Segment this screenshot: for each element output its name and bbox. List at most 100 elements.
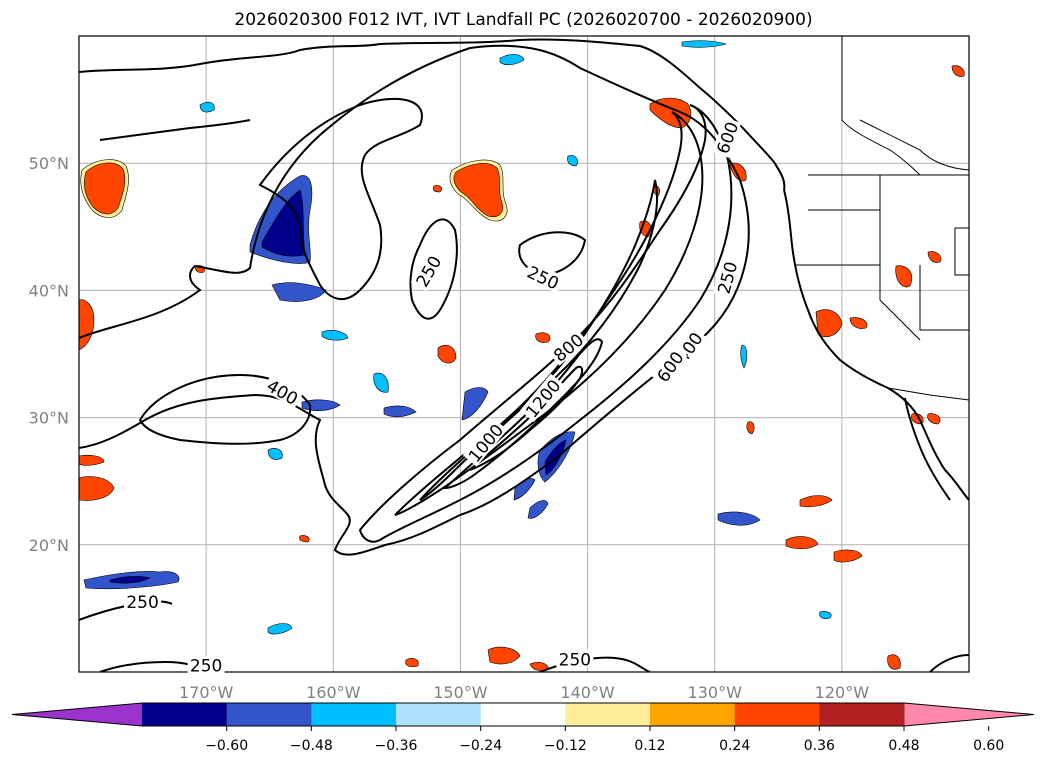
contour-label-bg <box>410 250 445 292</box>
colorbar-tick-label: −0.48 <box>290 738 333 754</box>
pos-blob-coast-bc <box>649 97 692 129</box>
lon-tick-label: 170°W <box>179 683 234 702</box>
borders <box>796 36 969 401</box>
neg-blob-d <box>267 448 283 460</box>
contour-1200 <box>469 365 584 471</box>
neg-blob-b <box>321 330 349 341</box>
canada-provinces <box>859 119 969 171</box>
pos-blob-mid1 <box>437 345 457 364</box>
alaska-border <box>841 36 921 176</box>
neg-blob-f <box>267 623 293 635</box>
contour-label-bg <box>711 116 742 158</box>
colorbar-tick-label: 0.12 <box>634 738 665 754</box>
colorbar-bin-8 <box>819 703 905 726</box>
colorbar-bin-6 <box>650 703 736 726</box>
lon-tick-label: 120°W <box>815 683 870 702</box>
plot-frame <box>78 35 970 673</box>
neg-blob-ar3 <box>527 500 549 519</box>
lat-tick-label: 40°N <box>29 281 69 300</box>
contour-label-bg <box>556 649 594 668</box>
colorbar-bin-7 <box>734 703 820 726</box>
colorbar-tick-label: −0.60 <box>205 738 248 754</box>
neg-blob-mid1 <box>271 282 327 302</box>
gridlines <box>79 36 969 672</box>
baja-coast <box>904 397 951 501</box>
colorbar-bin-3 <box>396 703 482 726</box>
colorbar-tick-labels: −0.60 −0.48 −0.36 −0.24 −0.12 0.12 0.24 0.36 0.4… <box>205 726 1004 754</box>
negative-pc-shading <box>83 40 832 635</box>
pos-blob-small3 <box>432 185 442 193</box>
colorbar-tick-label: −0.36 <box>375 738 418 754</box>
contour-label-5: 250 <box>556 649 594 670</box>
lat-tick-label: 20°N <box>29 536 69 555</box>
pos-blob-mid2 <box>535 332 551 343</box>
colorbar <box>11 702 1035 727</box>
colorbar-tick-label: 0.24 <box>719 738 750 754</box>
pos-blob-south1 <box>487 646 521 665</box>
pos-blob-north-core <box>453 163 503 218</box>
colorbar-tick-label: 0.48 <box>888 738 919 754</box>
contour-400-west <box>138 373 312 445</box>
lon-tick-label: 130°W <box>688 683 743 702</box>
neg-blob-c <box>373 372 389 393</box>
contour-label-text: 250 <box>126 593 158 613</box>
contour-400-band <box>358 104 733 543</box>
neg-blob-h <box>567 155 578 167</box>
contour-label-bg <box>462 418 508 467</box>
plot-area <box>79 36 969 672</box>
pos-blob-ca2 <box>849 317 868 329</box>
lon-tick-label: 140°W <box>560 683 615 702</box>
contour-250-inner-west <box>258 97 423 300</box>
neg-blob-top <box>499 54 525 66</box>
pos-blob-az <box>927 251 942 263</box>
contour-label-bg <box>262 374 304 409</box>
contour-label-bg <box>187 655 225 674</box>
colorbar-bin-1 <box>226 703 312 726</box>
colorbar-bin-0 <box>142 703 228 726</box>
contour-label-bg <box>712 257 740 298</box>
colorbar-tick-label: 0.60 <box>973 738 1004 754</box>
pos-blob-small8 <box>927 413 941 425</box>
colorbar-bin-2 <box>311 703 397 726</box>
pos-blob-south2 <box>785 536 819 550</box>
neg-blob-sub <box>717 511 761 526</box>
pos-blob-south4 <box>799 495 833 508</box>
colorbar-outline <box>11 702 1035 727</box>
pos-blob-south3 <box>833 549 863 563</box>
contour-label-bg <box>519 373 565 423</box>
contour-label-4: 250 <box>187 655 225 677</box>
colorbar-bin-5 <box>565 703 651 726</box>
contour-250-eddy-2 <box>518 231 587 277</box>
latitude-tick-labels: 20°N 30°N 40°N 50°N <box>29 154 69 555</box>
contour-label-bg <box>547 328 588 366</box>
pos-blob-nv <box>895 265 913 288</box>
colorbar-tick-label: −0.12 <box>544 738 587 754</box>
neg-blob-g <box>819 611 832 620</box>
colorbar-extend-min <box>12 703 142 726</box>
aleutians <box>99 119 251 141</box>
chart-title: 2026020300 F012 IVT, IVT Landfall PC (20… <box>234 10 813 30</box>
neg-blob-top2 <box>681 40 728 48</box>
contour-1000 <box>442 338 604 490</box>
lat-tick-label: 30°N <box>29 409 69 428</box>
contour-label-bg <box>651 345 688 387</box>
colorbar-tick-label: −0.24 <box>459 738 502 754</box>
neg-blob-sw-core <box>109 575 151 584</box>
west-us-coast <box>783 189 969 501</box>
neg-blob-nw-core <box>261 189 306 257</box>
contour-250-eddy-1 <box>409 218 458 320</box>
pos-blob-west4 <box>79 454 105 466</box>
contour-label-bg <box>124 592 162 611</box>
state-ut <box>954 227 969 276</box>
contour-label-3: 250 <box>124 592 162 613</box>
pos-blob-small6 <box>299 535 310 543</box>
pos-blob-south5 <box>887 654 901 670</box>
neg-blob-mid2 <box>301 399 341 411</box>
lon-tick-label: 160°W <box>306 683 361 702</box>
pos-blob-west-core <box>84 162 126 215</box>
neg-blob-mid4 <box>461 387 489 421</box>
state-ca-nv <box>879 265 921 341</box>
lon-tick-label: 150°W <box>433 683 488 702</box>
us-mexico-border <box>887 387 969 401</box>
